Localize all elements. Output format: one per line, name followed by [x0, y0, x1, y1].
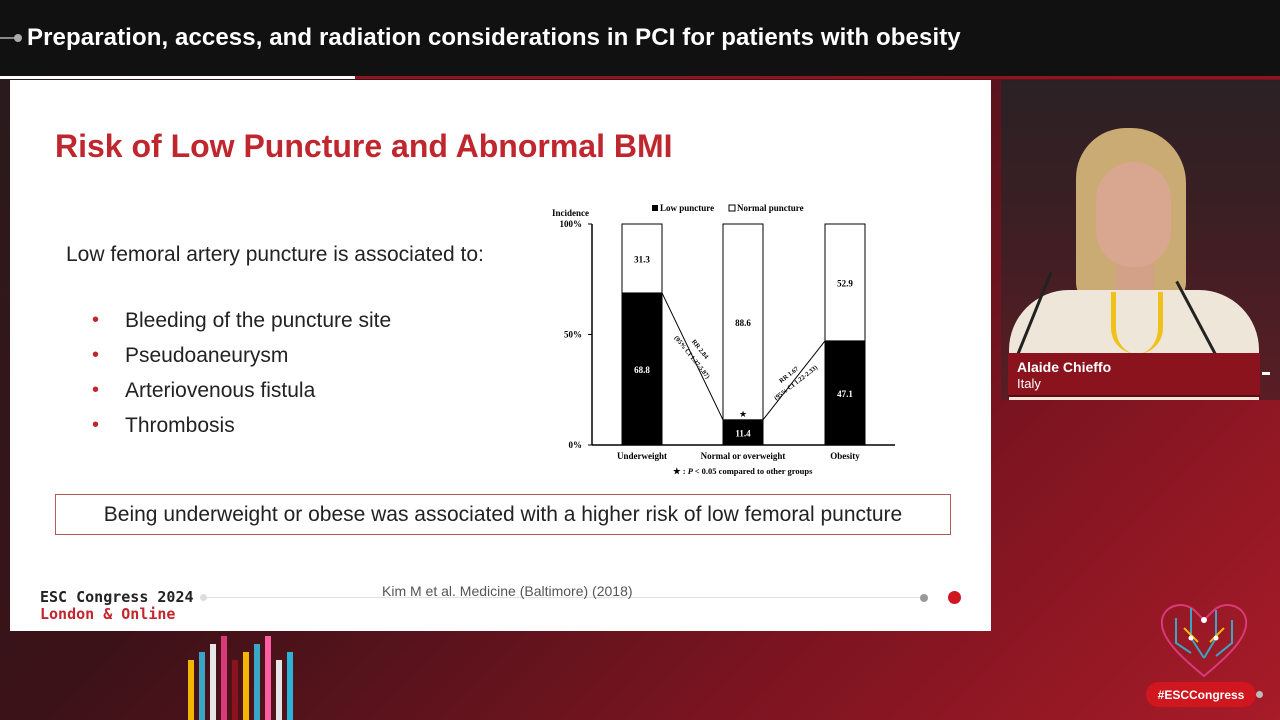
bullet-text: Pseudoaneurysm — [125, 344, 289, 367]
footer-dot-icon — [200, 594, 207, 601]
speaker-name-plate: Alaide Chieffo Italy — [1008, 353, 1260, 395]
bar-normal-puncture — [621, 223, 663, 294]
bullet-item: • Arteriovenous fistula — [92, 373, 391, 408]
top-bar: Preparation, access, and radiation consi… — [0, 0, 1280, 78]
data-label: 47.1 — [837, 389, 853, 399]
data-label: 52.9 — [837, 278, 853, 288]
footer-divider — [200, 597, 925, 598]
bar-low-puncture — [824, 340, 866, 446]
decorative-stripe — [276, 660, 282, 720]
legend-swatch — [728, 204, 736, 212]
citation: Kim M et al. Medicine (Baltimore) (2018) — [382, 583, 633, 599]
decorative-stripe — [254, 644, 260, 720]
connector-line — [762, 340, 826, 421]
esc-heart-logo-icon — [1160, 604, 1248, 678]
bullet-dot-icon: • — [92, 309, 100, 331]
session-title: Preparation, access, and radiation consi… — [27, 24, 961, 51]
slide-intro-text: Low femoral artery puncture is associate… — [66, 243, 484, 266]
decorative-stripe — [243, 652, 249, 720]
data-label: 68.8 — [634, 365, 650, 375]
bullet-item: • Pseudoaneurysm — [92, 338, 391, 373]
decorative-stripe — [221, 636, 227, 720]
speaker-video — [1001, 80, 1280, 400]
bullet-text: Bleeding of the puncture site — [125, 309, 392, 332]
data-label: 88.6 — [735, 318, 751, 328]
hashtag-pill: #ESCCongress — [1146, 682, 1256, 707]
y-tick-label: 100% — [560, 219, 583, 229]
name-plate-accent — [1262, 372, 1270, 375]
bullet-text: Thrombosis — [125, 414, 235, 437]
congress-location: London & Online — [40, 605, 176, 623]
decorative-stripe — [287, 652, 293, 720]
data-label: 31.3 — [634, 254, 650, 264]
decorative-stripe — [199, 652, 205, 720]
decorative-floor-stripes — [180, 632, 510, 720]
hashtag-dot-icon — [1256, 691, 1263, 698]
bullet-list: • Bleeding of the puncture site • Pseudoan… — [92, 303, 391, 443]
y-axis-label: Incidence — [552, 208, 589, 218]
footer-dot-icon — [920, 594, 928, 602]
x-tick-label: Underweight — [617, 451, 667, 461]
bar-normal-puncture — [824, 223, 866, 342]
bullet-dot-icon: • — [92, 344, 100, 366]
significance-star-icon: ★ — [739, 409, 747, 419]
decorative-stripe — [265, 636, 271, 720]
bullet-item: • Thrombosis — [92, 408, 391, 443]
legend-swatch — [652, 205, 658, 211]
bar-low-puncture — [722, 419, 764, 446]
congress-logo-text: ESC Congress 2024 London & Online — [40, 589, 194, 623]
data-label: 11.4 — [735, 428, 751, 438]
bullet-dot-icon: • — [92, 379, 100, 401]
stacked-bar-chart: Incidence 0% 50% 100% Low puncture Normal pun… — [552, 203, 895, 476]
footer-red-dot-icon — [948, 591, 961, 604]
speaker-name: Alaide Chieffo — [1017, 359, 1112, 375]
conclusion-box: Being underweight or obese was associate… — [55, 494, 951, 535]
connector-line — [661, 292, 724, 421]
y-tick-label: 50% — [564, 330, 582, 340]
congress-name: ESC Congress 2024 — [40, 588, 194, 606]
speaker-face — [1096, 162, 1171, 267]
legend-label: Low puncture — [660, 203, 714, 213]
title-underline-accent — [355, 76, 1280, 79]
y-tick-label: 0% — [569, 440, 583, 450]
chart-footnote: ★ : P < 0.05 compared to other groups — [673, 466, 813, 476]
slide-title: Risk of Low Puncture and Abnormal BMI — [55, 128, 673, 164]
bar-normal-puncture — [722, 223, 764, 421]
bullet-dot-icon: • — [92, 414, 100, 436]
presentation-slide: Risk of Low Puncture and Abnormal BMI Lo… — [10, 80, 991, 631]
bullet-item: • Bleeding of the puncture site — [92, 303, 391, 338]
decorative-stripe — [210, 644, 216, 720]
x-tick-label: Normal or overweight — [701, 451, 786, 461]
title-underline — [0, 76, 355, 79]
decorative-stripe — [188, 660, 194, 720]
speaker-country: Italy — [1017, 376, 1041, 391]
x-tick-label: Obesity — [830, 451, 860, 461]
bullet-text: Arteriovenous fistula — [125, 379, 316, 402]
lanyard — [1111, 292, 1163, 354]
legend-label: Normal puncture — [737, 203, 804, 213]
decorative-stripe — [232, 660, 238, 720]
progress-dot-icon — [0, 34, 22, 42]
